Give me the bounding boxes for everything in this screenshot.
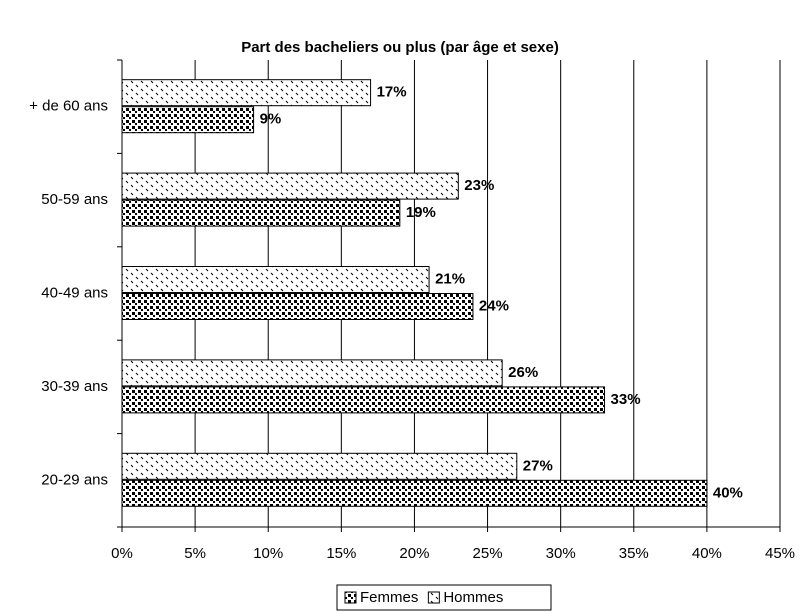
legend-box [336, 584, 552, 611]
data-label: 21% [435, 270, 465, 287]
bar [121, 359, 503, 387]
bar [121, 266, 430, 293]
bar [121, 199, 401, 227]
data-label: 27% [523, 457, 553, 474]
data-label: 17% [377, 84, 407, 101]
y-tick-label: + de 60 ans [29, 98, 108, 115]
x-tick-label: 20% [399, 545, 429, 562]
bar [121, 452, 518, 480]
legend-label: Femmes [360, 589, 418, 606]
legend-swatch [427, 591, 440, 604]
data-label: 40% [713, 484, 743, 501]
x-tick-label: 40% [692, 545, 722, 562]
bar [121, 172, 459, 200]
data-label: 33% [611, 391, 641, 408]
x-tick-label: 15% [326, 545, 356, 562]
data-label: 24% [479, 297, 509, 314]
y-tick-label: 20-29 ans [41, 471, 108, 488]
bar [121, 479, 708, 507]
legend-swatch [344, 591, 357, 604]
data-label: 19% [406, 204, 436, 221]
x-tick-label: 45% [765, 545, 795, 562]
data-label: 9% [260, 111, 282, 128]
x-tick-label: 30% [546, 545, 576, 562]
chart-title: Part des bacheliers ou plus (par âge et … [241, 39, 559, 56]
bar [121, 106, 255, 134]
data-label: 23% [464, 177, 494, 194]
legend-label: Hommes [443, 589, 503, 606]
x-tick-label: 10% [253, 545, 283, 562]
x-tick-label: 0% [111, 545, 133, 562]
y-tick-label: 30-39 ans [41, 378, 108, 395]
bar [121, 293, 474, 320]
bar [121, 79, 372, 107]
x-tick-label: 25% [473, 545, 503, 562]
x-tick-label: 5% [184, 545, 206, 562]
data-label: 26% [508, 364, 538, 381]
y-tick-label: 50-59 ans [41, 191, 108, 208]
x-tick-label: 35% [619, 545, 649, 562]
bar [121, 386, 606, 414]
y-tick-label: 40-49 ans [41, 284, 108, 301]
